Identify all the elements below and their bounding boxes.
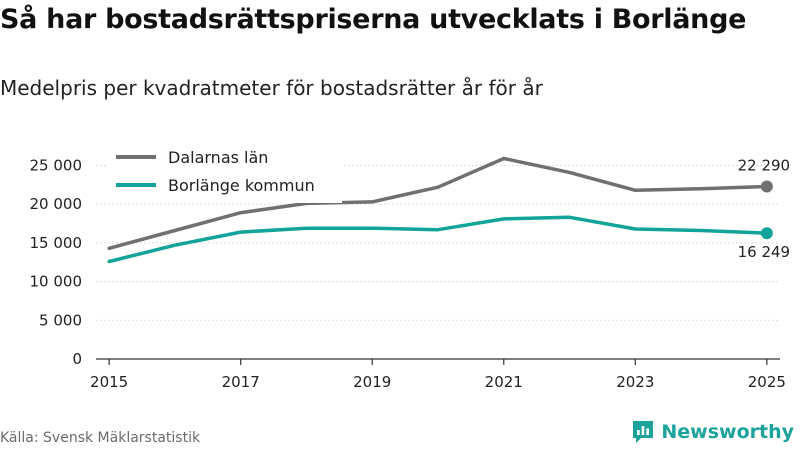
legend-label: Borlänge kommun bbox=[168, 176, 315, 195]
legend-box bbox=[106, 143, 342, 203]
x-tick-label: 2025 bbox=[748, 373, 786, 391]
x-tick-label: 2015 bbox=[90, 373, 128, 391]
end-value-label: 16 249 bbox=[738, 243, 791, 261]
y-tick-label: 10 000 bbox=[30, 273, 83, 291]
chart-subtitle: Medelpris per kvadratmeter för bostadsrä… bbox=[0, 76, 543, 100]
y-tick-label: 20 000 bbox=[30, 195, 83, 213]
x-tick-label: 2021 bbox=[485, 373, 523, 391]
end-point-marker bbox=[760, 180, 773, 193]
y-tick-label: 15 000 bbox=[30, 234, 83, 252]
source-note: Källa: Svensk Mäklarstatistik bbox=[0, 430, 201, 446]
brand-name: Newsworthy bbox=[661, 421, 794, 443]
newsworthy-logo-icon bbox=[633, 421, 654, 443]
series-line-borlange-kommun bbox=[107, 215, 769, 264]
series-line-dalarnas-lan bbox=[107, 156, 769, 251]
legend-label: Dalarnas län bbox=[168, 148, 268, 167]
x-tick-label: 2023 bbox=[616, 373, 654, 391]
x-tick-label: 2017 bbox=[222, 373, 260, 391]
brand-logo: Newsworthy bbox=[631, 419, 794, 445]
y-tick-label: 0 bbox=[72, 350, 82, 368]
end-value-label: 22 290 bbox=[738, 156, 791, 174]
end-point-marker bbox=[760, 227, 773, 240]
line-chart: 0 5 000 10 000 15 000 20 000 25 000 2015 2017 20… bbox=[29, 143, 791, 391]
y-tick-label: 5 000 bbox=[39, 311, 82, 329]
chart-title: Så har bostadsrättspriserna utvecklats i… bbox=[0, 4, 747, 35]
x-tick-label: 2019 bbox=[353, 373, 391, 391]
y-tick-label: 25 000 bbox=[30, 156, 83, 174]
